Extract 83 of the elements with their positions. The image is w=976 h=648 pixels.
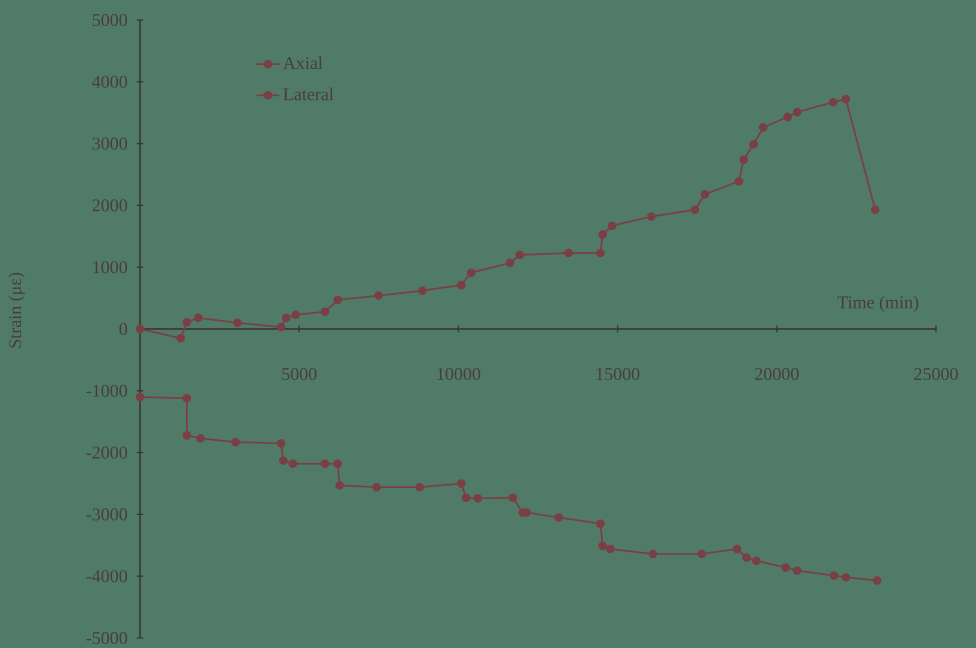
point — [233, 318, 242, 328]
point — [276, 322, 286, 332]
point — [136, 392, 144, 402]
point — [783, 112, 792, 122]
point — [136, 324, 144, 334]
point — [374, 291, 383, 300]
point — [282, 314, 290, 322]
point — [320, 459, 330, 468]
point — [842, 573, 850, 582]
point — [196, 434, 205, 443]
y-tick-label: 3000 — [92, 138, 128, 150]
point — [732, 544, 742, 554]
point — [752, 556, 761, 566]
point — [697, 550, 706, 558]
y-tick-label: -5000 — [86, 632, 128, 644]
point — [648, 550, 658, 558]
y-tick-label: -3000 — [86, 508, 128, 520]
point — [194, 314, 203, 322]
point — [828, 98, 838, 107]
point — [516, 250, 524, 260]
point — [647, 212, 656, 221]
point — [598, 542, 607, 550]
point — [456, 280, 466, 290]
x-tick-label: 25000 — [914, 368, 958, 380]
point — [320, 307, 330, 316]
point — [288, 459, 298, 468]
point — [554, 513, 564, 522]
point — [182, 318, 192, 327]
point — [466, 268, 476, 278]
point — [372, 482, 381, 492]
point — [690, 205, 700, 214]
y-tick-label: 2000 — [92, 199, 128, 212]
point — [842, 94, 850, 104]
point — [335, 481, 344, 490]
point — [473, 494, 482, 503]
point — [182, 394, 192, 403]
point — [749, 140, 758, 149]
point — [734, 176, 744, 186]
x-tick-label: 5000 — [282, 368, 317, 380]
point — [291, 310, 300, 320]
point — [758, 123, 768, 132]
point — [182, 430, 192, 440]
y-axis-title: Strain (με) — [8, 272, 25, 348]
y-tick-label: 1000 — [93, 261, 128, 274]
point — [739, 155, 748, 164]
point — [506, 258, 514, 268]
point — [792, 108, 802, 116]
point — [508, 493, 518, 502]
point — [333, 459, 342, 468]
y-tick-label: 4000 — [92, 76, 128, 88]
point — [278, 456, 288, 465]
point — [418, 286, 427, 296]
point — [596, 519, 605, 528]
point — [742, 553, 751, 562]
point — [781, 563, 790, 572]
point — [598, 230, 607, 239]
point — [276, 438, 286, 448]
y-tick-label: -4000 — [86, 570, 128, 582]
point — [333, 296, 342, 304]
x-tick-label: 20000 — [755, 368, 799, 380]
point — [231, 438, 240, 446]
point — [830, 571, 838, 580]
point — [700, 190, 710, 199]
y-tick-label: 0 — [119, 322, 128, 336]
point — [456, 479, 466, 488]
point — [176, 334, 186, 343]
x-axis-title: Time (min) — [838, 296, 918, 312]
point — [792, 566, 802, 575]
point — [564, 248, 573, 258]
point — [415, 482, 424, 492]
point — [608, 221, 617, 230]
point — [870, 205, 880, 214]
y-tick-label: -2000 — [86, 446, 128, 459]
legend-label: Axial — [283, 56, 323, 70]
point — [872, 576, 882, 585]
point — [606, 544, 615, 554]
x-tick-label: 15000 — [596, 368, 640, 380]
legend-label: Lateral — [283, 88, 334, 100]
x-tick-label: 10000 — [437, 368, 480, 380]
point — [462, 493, 470, 502]
y-tick-label: -1000 — [86, 384, 128, 397]
point — [596, 248, 605, 258]
y-tick-label: 5000 — [92, 14, 128, 26]
